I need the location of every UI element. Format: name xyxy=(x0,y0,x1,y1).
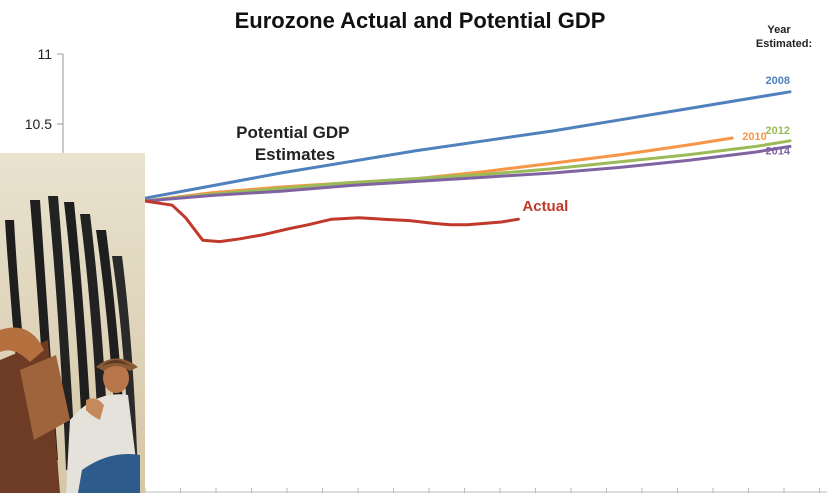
x-tick-marks xyxy=(144,488,820,493)
series-label-2010: 2010 xyxy=(742,131,766,143)
annotation-line-1: Potential GDP xyxy=(236,123,349,142)
painting-image xyxy=(0,153,145,493)
y-tick-label-10-5: 10.5 xyxy=(25,116,52,132)
chart-title: Eurozone Actual and Potential GDP xyxy=(235,8,606,33)
series-label-2008: 2008 xyxy=(766,75,790,87)
legend-header-estimated: Estimated: xyxy=(756,38,812,50)
legend-header-year: Year xyxy=(767,24,791,36)
annotation-potential-gdp: Potential GDP Estimates xyxy=(236,123,354,164)
series-label-2014: 2014 xyxy=(766,145,791,157)
series-label-2012: 2012 xyxy=(766,125,790,137)
series-line-2008 xyxy=(143,90,792,200)
series-line-2012 xyxy=(143,139,792,203)
y-tick-label-11: 11 xyxy=(37,46,52,62)
series-line-actual xyxy=(143,199,520,244)
series-label-actual: Actual xyxy=(522,198,568,215)
annotation-line-2: Estimates xyxy=(255,145,335,164)
series-line-2014 xyxy=(143,144,792,203)
